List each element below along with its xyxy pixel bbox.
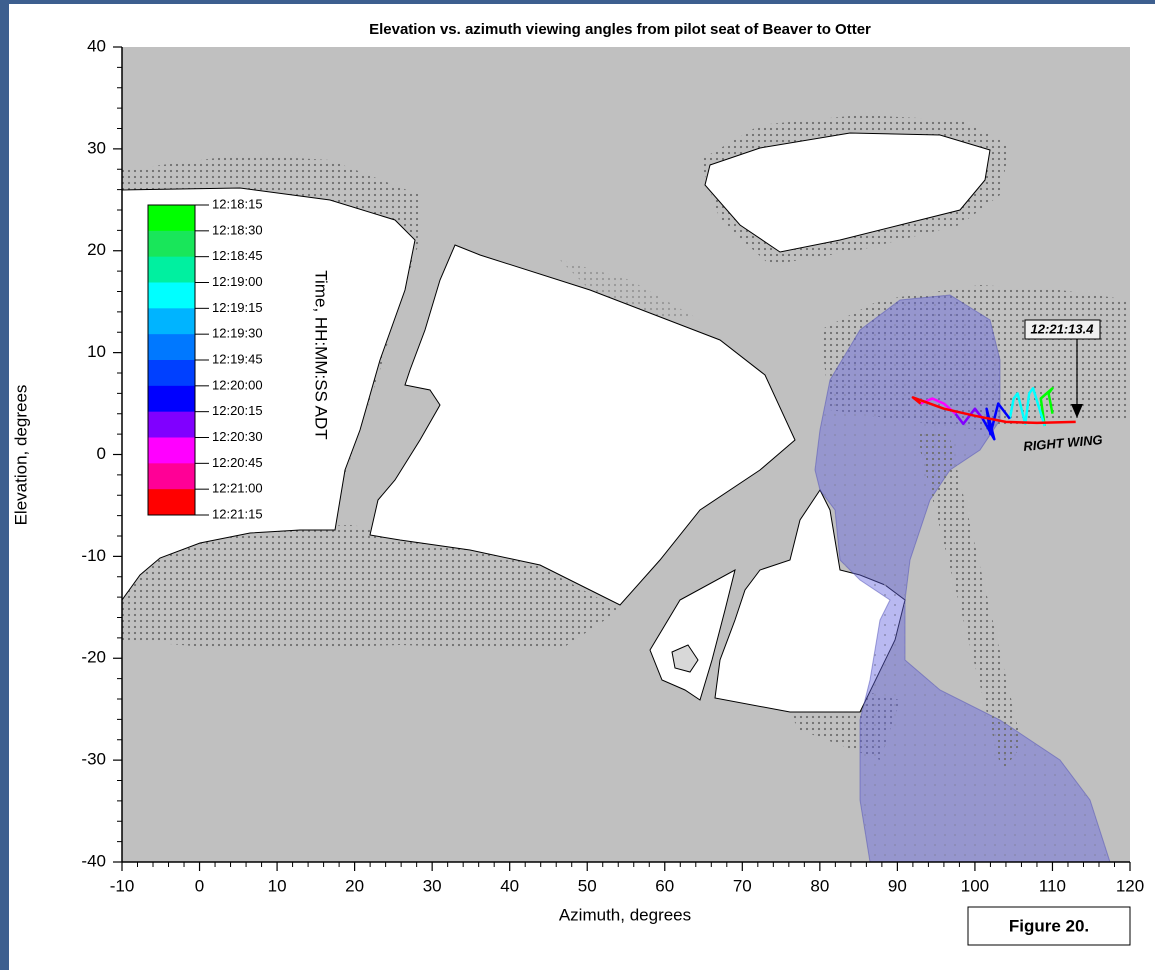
colorbar-label: 12:19:45 <box>212 351 263 366</box>
colorbar-band <box>148 334 195 360</box>
colorbar-label: 12:18:45 <box>212 248 263 263</box>
colorbar-band <box>148 308 195 334</box>
x-tick-label: -10 <box>110 876 135 895</box>
y-tick-label: 40 <box>87 36 106 55</box>
colorbar-label: 12:21:15 <box>212 506 263 521</box>
x-tick-label: 10 <box>268 876 287 895</box>
x-tick-label: 0 <box>195 876 204 895</box>
x-tick-label: 40 <box>500 876 519 895</box>
colorbar-label: 12:20:00 <box>212 377 263 392</box>
colorbar-label: 12:19:15 <box>212 300 263 315</box>
colorbar-band <box>148 386 195 412</box>
y-tick-label: -40 <box>81 851 106 870</box>
colorbar-band <box>148 438 195 464</box>
y-tick-label: -30 <box>81 750 106 769</box>
colorbar-label: 12:19:00 <box>212 274 263 289</box>
x-tick-label: 60 <box>655 876 674 895</box>
x-tick-label: 100 <box>961 876 989 895</box>
colorbar-band <box>148 257 195 283</box>
x-tick-label: 120 <box>1116 876 1144 895</box>
colorbar-title: Time, HH:MM:SS ADT <box>312 270 331 439</box>
chart: Elevation vs. azimuth viewing angles fro… <box>0 0 1155 970</box>
window-frame <box>0 0 1155 4</box>
y-tick-label: 10 <box>87 342 106 361</box>
x-tick-label: 80 <box>810 876 829 895</box>
annotation: 12:21:13.4 <box>1031 321 1095 336</box>
colorbar-label: 12:19:30 <box>212 326 263 341</box>
y-tick-label: 0 <box>97 444 106 463</box>
x-tick-label: 20 <box>345 876 364 895</box>
plot-area <box>122 47 1130 862</box>
colorbar-band <box>148 205 195 231</box>
colorbar-label: 12:20:45 <box>212 455 263 470</box>
y-axis-label: Elevation, degrees <box>11 385 30 526</box>
colorbar-band <box>148 231 195 257</box>
colorbar-band <box>148 463 195 489</box>
x-tick-label: 30 <box>423 876 442 895</box>
chart-title: Elevation vs. azimuth viewing angles fro… <box>369 21 871 38</box>
colorbar-label: 12:21:00 <box>212 481 263 496</box>
x-tick-label: 90 <box>888 876 907 895</box>
colorbar-label: 12:18:30 <box>212 222 263 237</box>
y-tick-label: -10 <box>81 546 106 565</box>
colorbar-label: 12:20:30 <box>212 429 263 444</box>
figure-label: Figure 20. <box>1009 916 1089 935</box>
y-tick-label: 30 <box>87 138 106 157</box>
colorbar-band <box>148 360 195 386</box>
x-tick-label: 70 <box>733 876 752 895</box>
x-axis-label: Azimuth, degrees <box>559 905 691 924</box>
colorbar-label: 12:18:15 <box>212 196 263 211</box>
colorbar-band <box>148 412 195 438</box>
colorbar-label: 12:20:15 <box>212 403 263 418</box>
colorbar-band <box>148 489 195 515</box>
x-tick-label: 50 <box>578 876 597 895</box>
colorbar-band <box>148 283 195 309</box>
y-tick-label: -20 <box>81 648 106 667</box>
x-tick-label: 110 <box>1039 876 1066 895</box>
y-tick-label: 20 <box>87 240 106 259</box>
window-frame <box>0 0 9 970</box>
